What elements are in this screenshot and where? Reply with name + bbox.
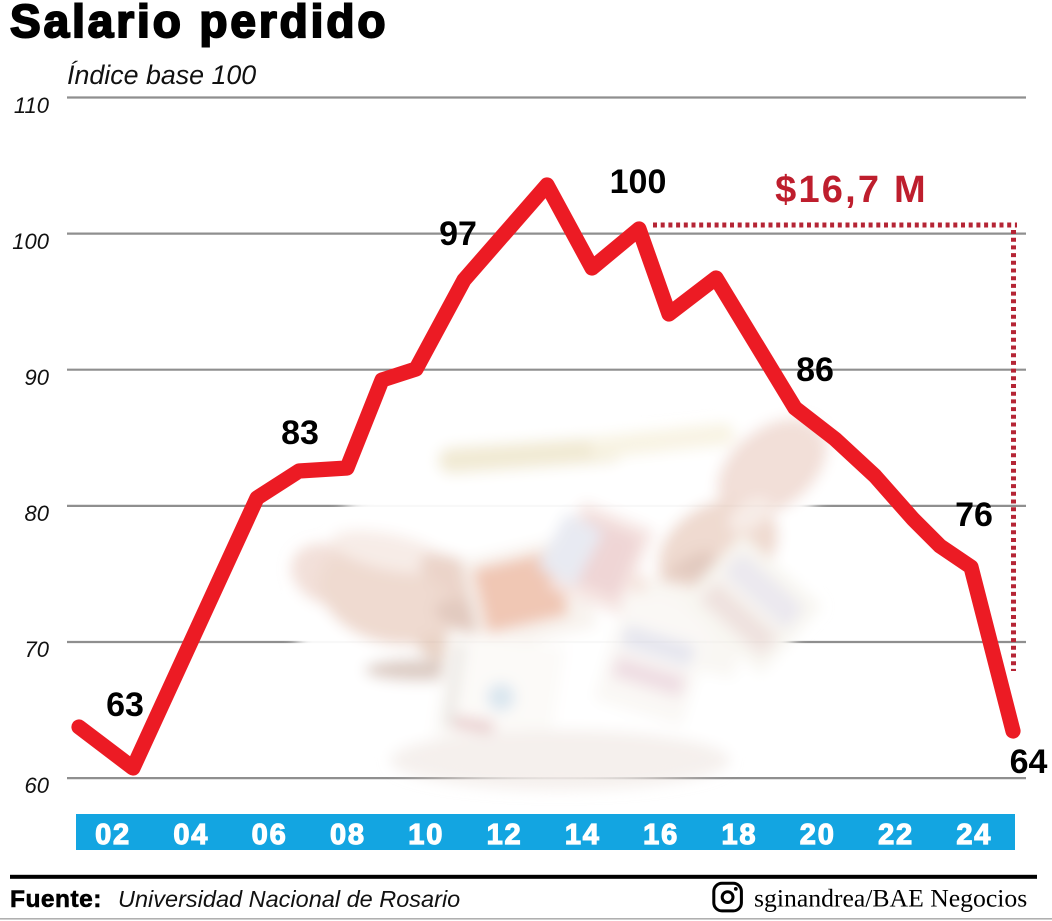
svg-text:76: 76 xyxy=(955,496,993,534)
svg-text:80: 80 xyxy=(25,501,50,526)
svg-text:100: 100 xyxy=(12,229,49,254)
svg-text:14: 14 xyxy=(565,819,601,851)
svg-text:02: 02 xyxy=(95,819,131,851)
svg-text:64: 64 xyxy=(1010,743,1048,781)
svg-text:Índice base 100: Índice base 100 xyxy=(67,60,256,90)
svg-text:60: 60 xyxy=(25,773,50,798)
svg-text:110: 110 xyxy=(14,93,50,118)
svg-text:10: 10 xyxy=(408,819,444,851)
svg-text:86: 86 xyxy=(796,351,834,389)
svg-text:20: 20 xyxy=(800,819,836,851)
svg-text:Universidad Nacional de Rosari: Universidad Nacional de Rosario xyxy=(118,886,460,912)
svg-text:100: 100 xyxy=(610,163,667,201)
svg-text:83: 83 xyxy=(281,414,319,452)
svg-text:Fuente:: Fuente: xyxy=(10,886,102,913)
svg-text:97: 97 xyxy=(439,215,477,253)
svg-text:63: 63 xyxy=(106,686,144,724)
svg-text:12: 12 xyxy=(487,819,523,851)
svg-text:18: 18 xyxy=(721,819,757,851)
svg-text:24: 24 xyxy=(956,819,992,851)
svg-text:04: 04 xyxy=(173,819,209,851)
svg-text:08: 08 xyxy=(330,819,366,851)
svg-text:sginandrea/BAE Negocios: sginandrea/BAE Negocios xyxy=(754,884,1027,913)
svg-text:70: 70 xyxy=(25,637,50,662)
svg-text:$16,7 M: $16,7 M xyxy=(775,169,928,211)
svg-text:90: 90 xyxy=(25,365,50,390)
svg-text:06: 06 xyxy=(252,819,288,851)
svg-text:22: 22 xyxy=(878,819,914,851)
svg-text:16: 16 xyxy=(643,819,679,851)
svg-text:Salario perdido: Salario perdido xyxy=(10,0,388,47)
